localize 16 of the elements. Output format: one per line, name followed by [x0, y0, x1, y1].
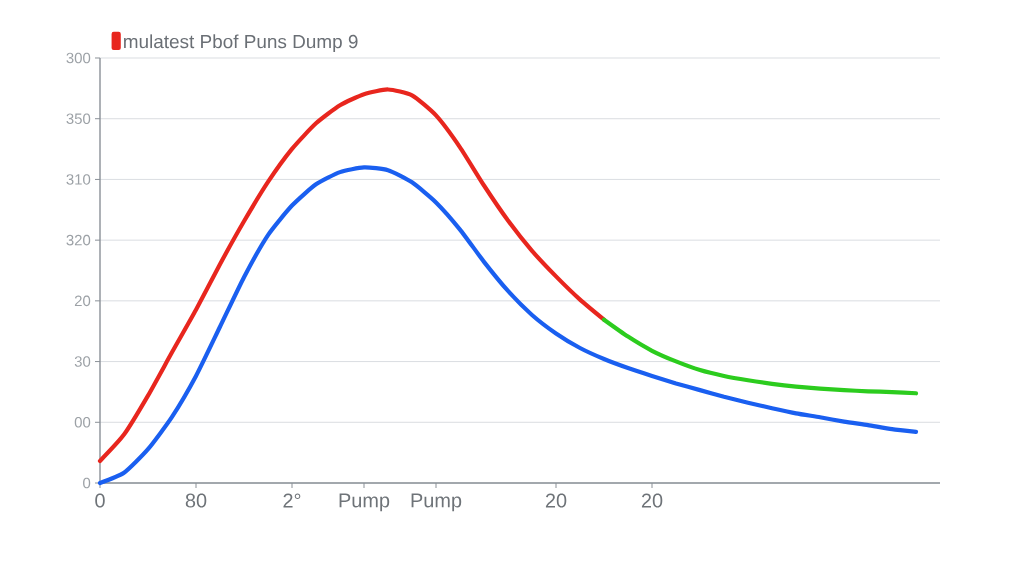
text: 20	[74, 295, 91, 307]
text: 30	[74, 356, 91, 367]
text: 00	[74, 416, 91, 428]
text: 310	[66, 174, 91, 185]
text: 300	[66, 52, 91, 64]
x-tick-label: Pump	[411, 493, 462, 512]
x-tick-label: 20	[641, 493, 663, 508]
text: 350	[66, 113, 91, 124]
text: 0	[83, 477, 91, 489]
x-tick-label: 0	[95, 493, 105, 508]
x-tick-label: 80	[185, 493, 207, 508]
x-tick-label: 2°	[283, 493, 301, 508]
x-tick-label: 20	[545, 493, 567, 508]
legend-label: mulatest Pbof Puns Dump 9	[124, 34, 358, 52]
x-tick-label: Pump	[339, 493, 390, 512]
text: 320	[66, 234, 91, 246]
